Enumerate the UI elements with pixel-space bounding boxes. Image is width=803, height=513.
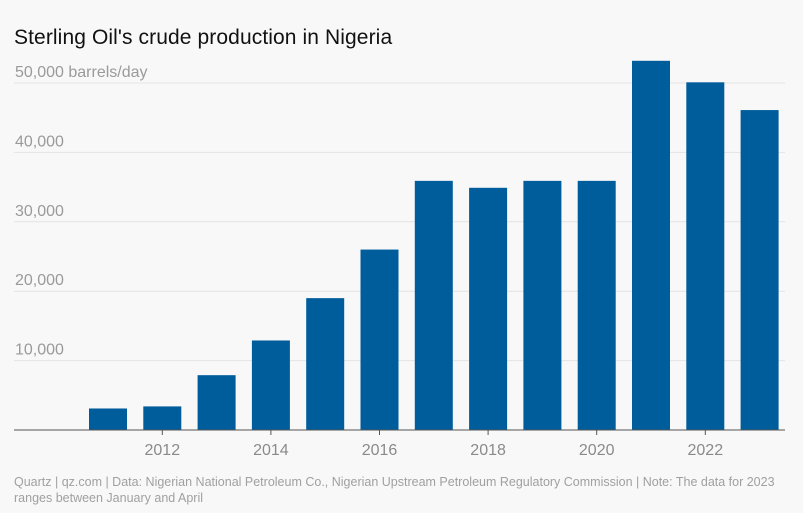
x-tick-label: 2016 xyxy=(362,442,398,459)
bar-2016 xyxy=(360,249,399,430)
bar-2020 xyxy=(577,180,616,430)
chart-title: Sterling Oil's crude production in Niger… xyxy=(14,26,393,49)
bar-2012 xyxy=(143,406,182,430)
bar-2011 xyxy=(89,408,127,430)
bar-2014 xyxy=(251,340,290,430)
y-tick-label: 50,000 barrels/day xyxy=(15,64,148,81)
bar-2018 xyxy=(469,187,508,430)
bar-2015 xyxy=(306,298,345,430)
bar-2022 xyxy=(686,82,725,430)
x-tick-label: 2022 xyxy=(688,442,724,459)
y-tick-label: 30,000 xyxy=(15,203,64,220)
x-tick-label: 2018 xyxy=(470,442,506,459)
bar-2017 xyxy=(414,180,453,430)
x-tick-label: 2014 xyxy=(253,442,289,459)
y-tick-label: 10,000 xyxy=(15,342,64,359)
bar-2013 xyxy=(197,375,236,430)
bar-2021 xyxy=(632,60,670,431)
y-tick-label: 40,000 xyxy=(15,133,64,150)
bar-2023 xyxy=(740,110,779,430)
x-tick-label: 2012 xyxy=(145,442,181,459)
x-tick-label: 2020 xyxy=(579,442,615,459)
bar-2019 xyxy=(523,180,562,430)
y-tick-label: 20,000 xyxy=(15,272,64,289)
source-note: Quartz | qz.com | Data: Nigerian Nationa… xyxy=(14,475,775,505)
